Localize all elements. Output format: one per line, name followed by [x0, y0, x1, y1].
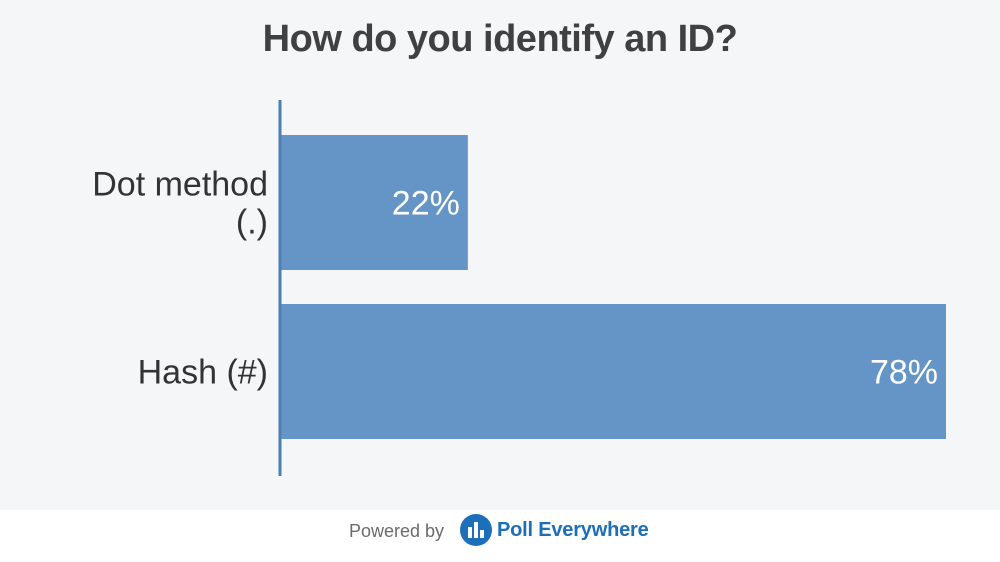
footer: [0, 510, 1000, 562]
bar-chart: 22% Dot method (.) 78% Hash (#): [92, 100, 946, 476]
brand-name: Poll Everywhere: [497, 518, 649, 541]
category-label-2: Hash (#): [138, 354, 268, 392]
chart-title: How do you identify an ID?: [262, 18, 738, 60]
poll-everywhere-logo-icon: [460, 514, 492, 546]
data-label-1: 22%: [392, 185, 460, 223]
category-label-1: Dot method (.): [92, 166, 268, 242]
powered-by-text: Powered by: [349, 521, 445, 541]
bar-1: [280, 135, 468, 270]
bar-2: [280, 304, 946, 439]
brand-link[interactable]: Poll Everywhere: [460, 514, 649, 546]
data-label-2: 78%: [870, 354, 938, 392]
